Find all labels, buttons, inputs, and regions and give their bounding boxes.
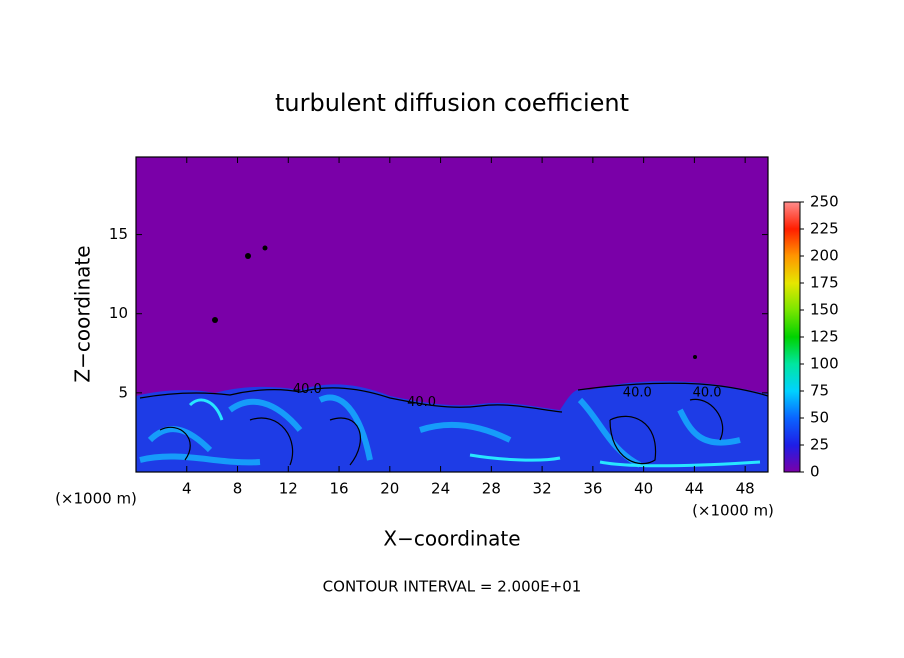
- colorbar-tick-label: 125: [810, 328, 839, 346]
- x-tick-label: 44: [685, 480, 704, 498]
- colorbar-tick-label: 200: [810, 247, 839, 265]
- x-unit: (×1000 m): [55, 490, 137, 508]
- x-tick-label: 32: [533, 480, 552, 498]
- colorbar-tick-label: 100: [810, 355, 839, 373]
- colorbar-tick-label: 250: [810, 193, 839, 211]
- y-tick-label: 10: [109, 304, 128, 322]
- x-tick-label: 36: [583, 480, 602, 498]
- x-tick-label: 8: [233, 480, 243, 498]
- field: [136, 157, 769, 472]
- colorbar-tick-label: 25: [810, 436, 829, 454]
- x-tick-label: 20: [380, 480, 399, 498]
- x-tick-label: 24: [431, 480, 450, 498]
- contour-label: 40.0: [693, 385, 722, 400]
- colorbar-tick-label: 225: [810, 220, 839, 238]
- colorbar-tick-label: 50: [810, 409, 829, 427]
- x-axis-label: X−coordinate: [383, 527, 520, 551]
- colorbar-tick-label: 150: [810, 301, 839, 319]
- contour-label: 40.0: [293, 382, 322, 397]
- x-tick-label: 4: [182, 480, 192, 498]
- y-tick-label: 5: [118, 383, 128, 401]
- contour-label: 40.0: [407, 395, 436, 410]
- x-tick-label: 40: [634, 480, 653, 498]
- footer: CONTOUR INTERVAL = 2.000E+01: [323, 578, 582, 596]
- y-unit: (×1000 m): [692, 502, 774, 520]
- x-tick-label: 28: [482, 480, 501, 498]
- colorbar: [783, 201, 801, 473]
- colorbar-tick-label: 0: [810, 463, 820, 481]
- y-axis-label: Z−coordinate: [71, 245, 95, 382]
- x-tick-label: 16: [330, 480, 349, 498]
- x-tick-label: 48: [736, 480, 755, 498]
- plot-frame: [135, 156, 769, 473]
- chart-title: turbulent diffusion coefficient: [275, 89, 629, 117]
- x-tick-label: 12: [279, 480, 298, 498]
- contour-label: 40.0: [623, 385, 652, 400]
- colorbar-tick-label: 175: [810, 274, 839, 292]
- colorbar-tick-label: 75: [810, 382, 829, 400]
- y-tick-label: 15: [109, 225, 128, 243]
